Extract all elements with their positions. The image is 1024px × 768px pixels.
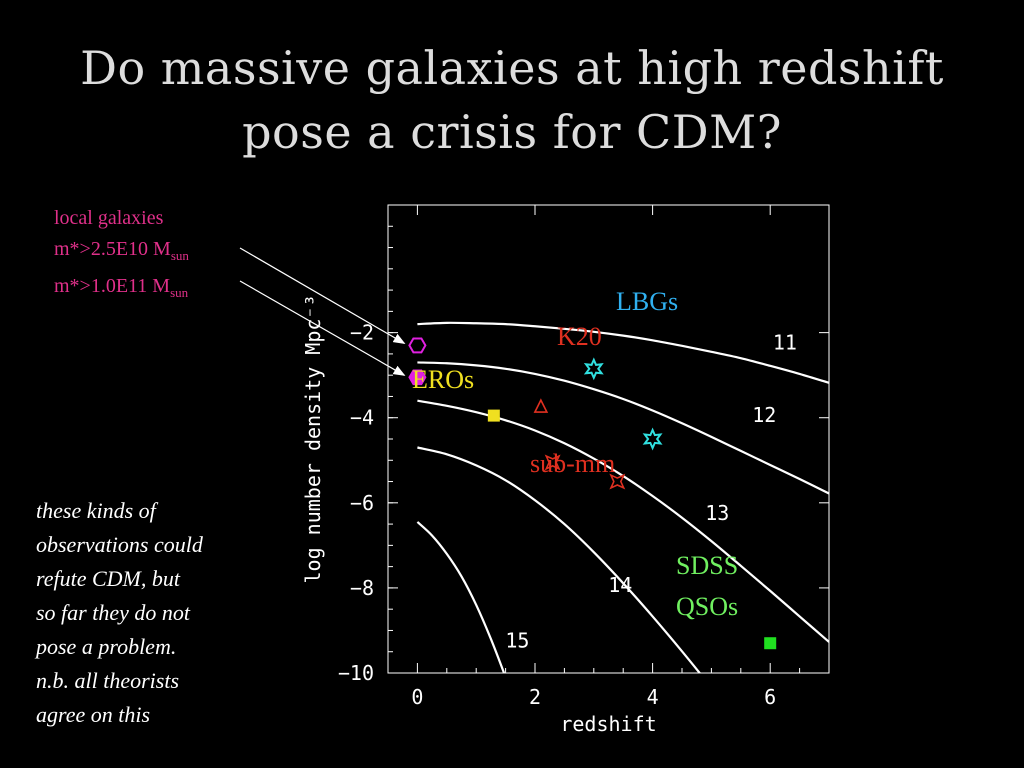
slide-title-line-2: pose a crisis for CDM?	[242, 105, 782, 159]
data-point-lbgs	[642, 427, 663, 451]
data-point-sub-mm	[609, 473, 626, 490]
slide-title-line-1: Do massive galaxies at high redshift	[80, 41, 944, 95]
data-point-lbgs	[583, 357, 604, 381]
curve-label-13: 13	[705, 501, 729, 525]
mass-curve-15	[416, 521, 506, 673]
curve-label-15: 15	[505, 628, 529, 652]
data-point-sub-mm	[544, 454, 561, 471]
x-tick-label: 6	[764, 685, 776, 709]
mass-cut-2-sub: sun	[170, 285, 189, 300]
note-line: so far they do not	[36, 600, 190, 625]
mass-curve-12	[417, 361, 829, 495]
x-axis-label: redshift	[560, 712, 656, 736]
mass-curve-11	[417, 321, 829, 384]
curve-label-11: 11	[773, 331, 797, 355]
y-tick-label: −10	[338, 661, 374, 685]
caveat-note: these kinds of observations could refute…	[36, 494, 276, 732]
mass-cut-1-sub: sun	[170, 248, 189, 263]
mass-curve-14	[417, 446, 702, 673]
local-galaxies-mass-cut-1: m*>2.5E10 Msun	[54, 234, 189, 271]
x-tick-label: 4	[647, 685, 659, 709]
local-galaxies-label: local galaxies	[54, 207, 164, 229]
x-tick-label: 2	[529, 685, 541, 709]
y-tick-label: −2	[350, 321, 374, 345]
note-line: observations could	[36, 532, 203, 557]
curve-label-12: 12	[752, 403, 776, 427]
x-tick-label: 0	[411, 685, 423, 709]
plot-frame	[387, 204, 830, 674]
population-label-k20: K20	[557, 322, 602, 351]
note-line: these kinds of	[36, 498, 156, 523]
y-axis-label: log number density Mpc⁻³	[301, 295, 325, 584]
y-tick-label: −6	[350, 491, 374, 515]
y-tick-label: −4	[350, 406, 374, 430]
curve-label-14: 14	[608, 573, 632, 597]
arrow-to-filled-hexagon	[239, 280, 406, 376]
data-point-sdss-qsos	[764, 637, 777, 650]
note-line: agree on this	[36, 702, 151, 727]
local-galaxies-mass-cut-2: m*>1.0E11 Msun	[54, 271, 189, 308]
note-line: pose a problem.	[36, 634, 177, 659]
note-line: n.b. all theorists	[36, 668, 180, 693]
population-label-sub-mm: sub-mm	[530, 449, 615, 478]
mass-cut-1-text: m*>2.5E10 M	[54, 238, 171, 260]
note-line: refute CDM, but	[36, 566, 180, 591]
population-label-sdss: SDSS	[676, 551, 738, 580]
mass-cut-2-text: m*>1.0E11 M	[54, 275, 171, 297]
data-point-k20	[533, 398, 549, 413]
y-tick-label: −8	[350, 576, 374, 600]
local-galaxies-annotation: local galaxies m*>2.5E10 Msun m*>1.0E11 …	[54, 203, 189, 308]
population-label-eros: EROs	[412, 365, 474, 394]
data-point-eros	[487, 409, 500, 422]
data-point-local-galaxies-m-2-5e10	[408, 337, 427, 354]
arrow-to-open-hexagon	[239, 247, 406, 345]
slide-title: Do massive galaxies at high redshift pos…	[0, 36, 1024, 164]
mass-curve-13	[417, 399, 829, 643]
data-point-local-galaxies-m-1-0e11	[408, 369, 427, 386]
population-label-lbgs: LBGs	[616, 287, 678, 316]
population-label-qsos: QSOs	[676, 592, 738, 621]
